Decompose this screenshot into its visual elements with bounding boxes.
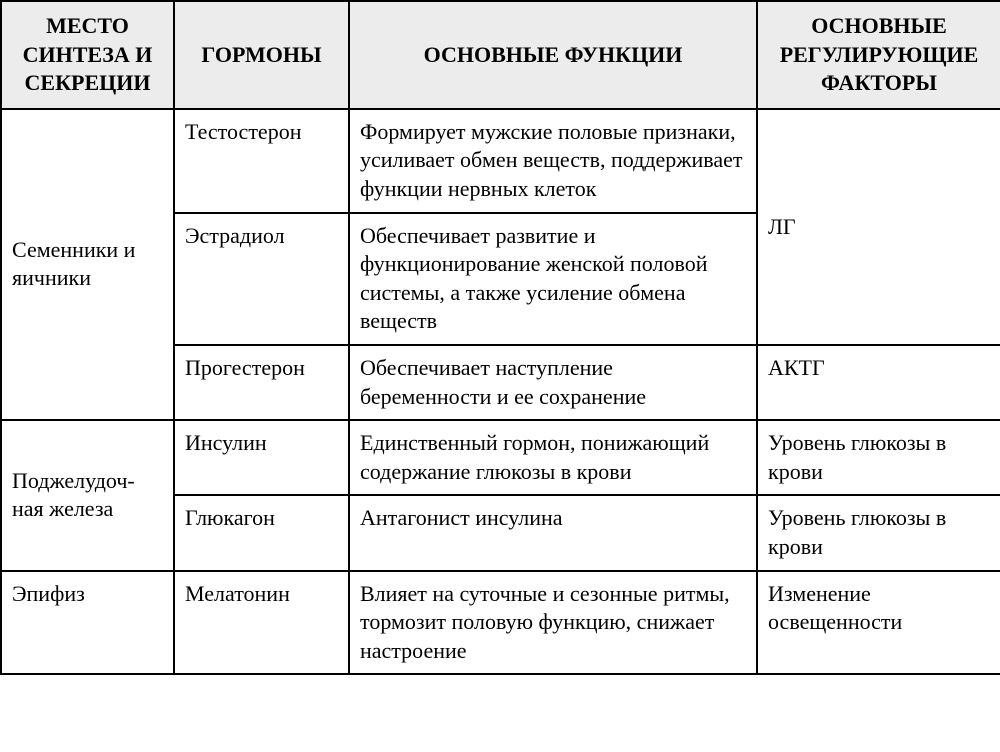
table-row: Семенники и яичники Тестостерон Формируе… (1, 109, 1000, 213)
cell-func: Обеспечивает развитие и функционирование… (349, 213, 757, 345)
cell-hormone: Инсулин (174, 420, 349, 495)
table-row: Эпифиз Мелатонин Влияет на суточные и се… (1, 571, 1000, 675)
cell-func: Влияет на суточные и сезонные ритмы, тор… (349, 571, 757, 675)
cell-hormone: Глюкагон (174, 495, 349, 570)
cell-func: Формирует мужские половые признаки, усил… (349, 109, 757, 213)
cell-factor: Изменение освещенности (757, 571, 1000, 675)
cell-hormone: Прогестерон (174, 345, 349, 420)
col-header-hormone: ГОРМОНЫ (174, 1, 349, 109)
cell-func: Единственный гормон, понижающий содержан… (349, 420, 757, 495)
col-header-factor: ОСНОВНЫЕ РЕГУЛИРУЮЩИЕ ФАКТОРЫ (757, 1, 1000, 109)
cell-site: Семенники и яичники (1, 109, 174, 420)
cell-func: Обеспечивает наступление беременности и … (349, 345, 757, 420)
cell-factor: Уровень глюкозы в крови (757, 495, 1000, 570)
table-row: Поджелудоч-ная железа Инсулин Единственн… (1, 420, 1000, 495)
hormones-table: МЕСТО СИНТЕЗА И СЕКРЕЦИИ ГОРМОНЫ ОСНОВНЫ… (0, 0, 1000, 675)
cell-func: Антагонист инсулина (349, 495, 757, 570)
cell-factor: Уровень глюкозы в крови (757, 420, 1000, 495)
cell-factor: ЛГ (757, 109, 1000, 345)
cell-factor: АКТГ (757, 345, 1000, 420)
cell-hormone: Тестостерон (174, 109, 349, 213)
cell-site: Поджелудоч-ная железа (1, 420, 174, 570)
col-header-site: МЕСТО СИНТЕЗА И СЕКРЕЦИИ (1, 1, 174, 109)
col-header-func: ОСНОВНЫЕ ФУНКЦИИ (349, 1, 757, 109)
cell-hormone: Эстрадиол (174, 213, 349, 345)
cell-hormone: Мелатонин (174, 571, 349, 675)
table-header-row: МЕСТО СИНТЕЗА И СЕКРЕЦИИ ГОРМОНЫ ОСНОВНЫ… (1, 1, 1000, 109)
cell-site: Эпифиз (1, 571, 174, 675)
